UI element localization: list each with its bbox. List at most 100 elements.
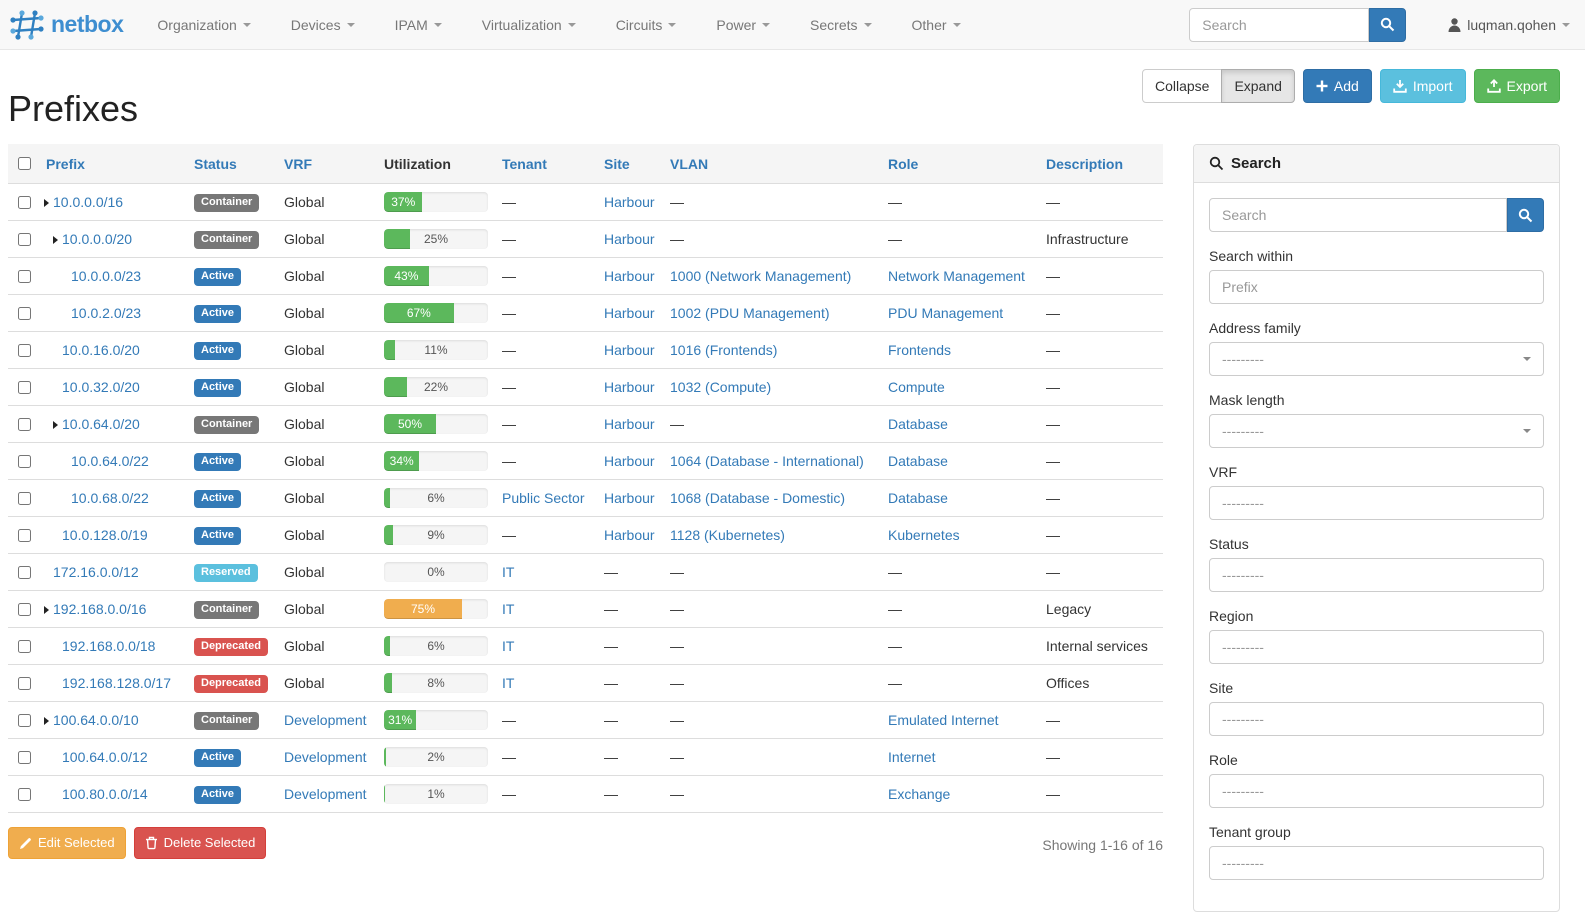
vrf-link[interactable]: Development (284, 712, 367, 728)
navbar-search-input[interactable] (1189, 7, 1370, 42)
import-button[interactable]: Import (1379, 69, 1466, 103)
expand-toggle-icon[interactable] (53, 236, 58, 244)
tenant-link[interactable]: Public Sector (502, 490, 585, 506)
prefix-link[interactable]: 10.0.64.0/22 (71, 453, 149, 469)
expand-toggle-icon[interactable] (53, 421, 58, 429)
row-checkbox[interactable] (18, 454, 31, 468)
expand-toggle-icon[interactable] (44, 606, 49, 614)
site-link[interactable]: Harbour (604, 342, 655, 358)
navbar-search-button[interactable] (1369, 7, 1407, 42)
site-link[interactable]: Harbour (604, 379, 655, 395)
site-link[interactable]: Harbour (604, 231, 655, 247)
tenant-link[interactable]: IT (502, 564, 515, 580)
role-link[interactable]: Exchange (888, 786, 951, 802)
prefix-link[interactable]: 10.0.128.0/19 (62, 527, 148, 543)
vlan-link[interactable]: 1000 (Network Management) (670, 268, 852, 284)
filter-search-input[interactable] (1209, 198, 1507, 232)
row-checkbox[interactable] (18, 787, 31, 801)
nav-item-other[interactable]: Other (892, 0, 981, 50)
site-link[interactable]: Harbour (604, 194, 655, 210)
row-checkbox[interactable] (18, 232, 31, 246)
role-link[interactable]: Database (888, 453, 948, 469)
vlan-link[interactable]: 1016 (Frontends) (670, 342, 778, 358)
prefix-link[interactable]: 100.64.0.0/12 (62, 749, 148, 765)
row-checkbox[interactable] (18, 602, 31, 616)
nav-item-circuits[interactable]: Circuits (596, 0, 697, 50)
filter-select-site[interactable]: --------- (1209, 702, 1544, 736)
prefix-link[interactable]: 192.168.0.0/16 (53, 601, 147, 617)
role-link[interactable]: Kubernetes (888, 527, 960, 543)
role-link[interactable]: Database (888, 416, 948, 432)
row-checkbox[interactable] (18, 195, 31, 209)
prefix-link[interactable]: 10.0.0.0/16 (53, 194, 124, 210)
prefix-link[interactable]: 10.0.2.0/23 (71, 305, 142, 321)
vlan-link[interactable]: 1064 (Database - International) (670, 453, 864, 469)
prefix-link[interactable]: 10.0.68.0/22 (71, 490, 149, 506)
role-link[interactable]: PDU Management (888, 305, 1004, 321)
nav-item-secrets[interactable]: Secrets (790, 0, 891, 50)
prefix-link[interactable]: 10.0.0.0/23 (71, 268, 142, 284)
row-checkbox[interactable] (18, 750, 31, 764)
vrf-link[interactable]: Development (284, 786, 367, 802)
prefix-link[interactable]: 192.168.128.0/17 (62, 675, 171, 691)
edit-selected-button[interactable]: Edit Selected (8, 827, 126, 859)
role-link[interactable]: Internet (888, 749, 936, 765)
tenant-link[interactable]: IT (502, 601, 515, 617)
tenant-link[interactable]: IT (502, 638, 515, 654)
vlan-link[interactable]: 1068 (Database - Domestic) (670, 490, 846, 506)
nav-item-devices[interactable]: Devices (271, 0, 375, 50)
row-checkbox[interactable] (18, 639, 31, 653)
user-menu[interactable]: luqman.qohen (1448, 17, 1570, 33)
row-checkbox[interactable] (18, 343, 31, 357)
column-sort-link[interactable]: Description (1046, 155, 1124, 172)
prefix-link[interactable]: 192.168.0.0/18 (62, 638, 156, 654)
nav-item-virtualization[interactable]: Virtualization (462, 0, 596, 50)
filter-select-vrf[interactable]: --------- (1209, 486, 1544, 520)
expand-toggle-icon[interactable] (44, 717, 49, 725)
filter-select-region[interactable]: --------- (1209, 630, 1544, 664)
prefix-link[interactable]: 100.80.0.0/14 (62, 786, 148, 802)
row-checkbox[interactable] (18, 676, 31, 690)
vlan-link[interactable]: 1128 (Kubernetes) (670, 527, 785, 543)
nav-item-organization[interactable]: Organization (137, 0, 270, 50)
site-link[interactable]: Harbour (604, 416, 655, 432)
role-link[interactable]: Network Management (888, 268, 1025, 284)
filter-select-mask-length[interactable]: --------- (1209, 414, 1544, 448)
site-link[interactable]: Harbour (604, 527, 655, 543)
role-link[interactable]: Frontends (888, 342, 952, 358)
filter-search-button[interactable] (1507, 198, 1544, 232)
vlan-link[interactable]: 1002 (PDU Management) (670, 305, 830, 321)
prefix-link[interactable]: 10.0.16.0/20 (62, 342, 140, 358)
row-checkbox[interactable] (18, 565, 31, 579)
site-link[interactable]: Harbour (604, 305, 655, 321)
expand-button[interactable]: Expand (1221, 69, 1295, 103)
column-sort-link[interactable]: Tenant (502, 155, 547, 172)
site-link[interactable]: Harbour (604, 268, 655, 284)
column-sort-link[interactable]: Site (604, 155, 630, 172)
nav-item-power[interactable]: Power (696, 0, 790, 50)
site-link[interactable]: Harbour (604, 453, 655, 469)
nav-item-ipam[interactable]: IPAM (375, 0, 462, 50)
tenant-link[interactable]: IT (502, 675, 515, 691)
select-all-checkbox[interactable] (18, 157, 31, 170)
vlan-link[interactable]: 1032 (Compute) (670, 379, 772, 395)
row-checkbox[interactable] (18, 491, 31, 505)
vrf-link[interactable]: Development (284, 749, 367, 765)
column-sort-link[interactable]: Role (888, 155, 919, 172)
row-checkbox[interactable] (18, 528, 31, 542)
role-link[interactable]: Compute (888, 379, 945, 395)
prefix-link[interactable]: 172.16.0.0/12 (53, 564, 139, 580)
column-sort-link[interactable]: VLAN (670, 155, 709, 172)
column-sort-link[interactable]: Prefix (46, 155, 85, 172)
filter-select-status[interactable]: --------- (1209, 558, 1544, 592)
row-checkbox[interactable] (18, 306, 31, 320)
filter-select-address-family[interactable]: --------- (1209, 342, 1544, 376)
delete-selected-button[interactable]: Delete Selected (133, 827, 267, 859)
filter-select-role[interactable]: --------- (1209, 774, 1544, 808)
row-checkbox[interactable] (18, 417, 31, 431)
prefix-link[interactable]: 10.0.0.0/20 (62, 231, 133, 247)
row-checkbox[interactable] (18, 380, 31, 394)
column-sort-link[interactable]: Status (194, 155, 237, 172)
role-link[interactable]: Database (888, 490, 948, 506)
prefix-link[interactable]: 10.0.64.0/20 (62, 416, 140, 432)
